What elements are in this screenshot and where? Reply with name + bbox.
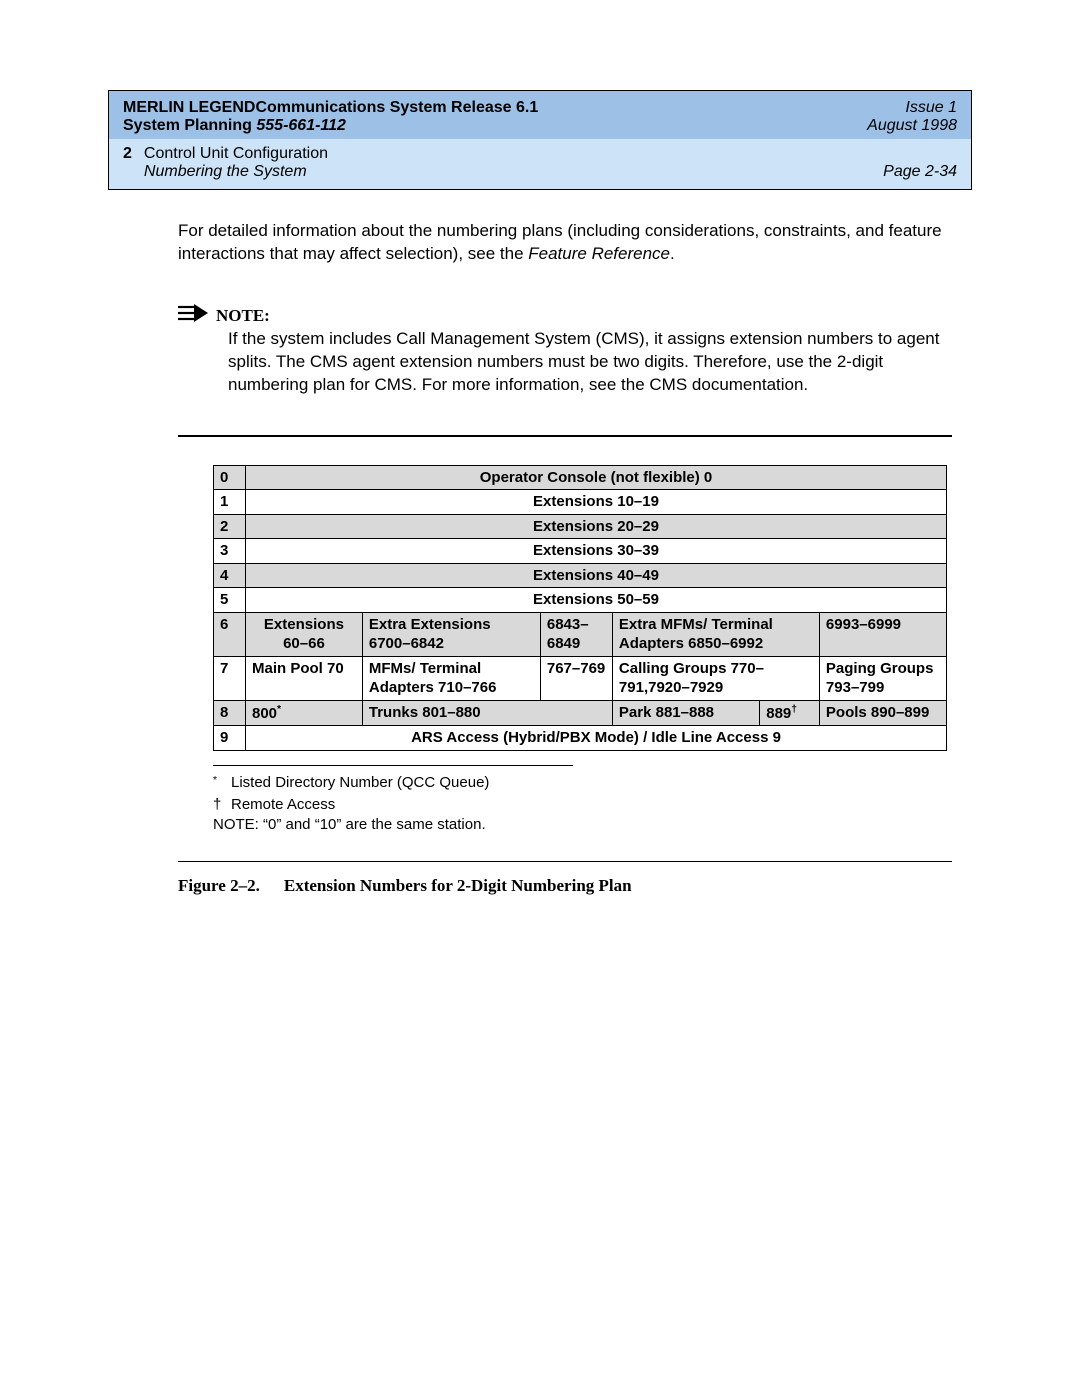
row-desc: Operator Console (not flexible) 0 xyxy=(246,465,947,490)
header-row-2: 2 Control Unit Configuration Numbering t… xyxy=(109,139,971,189)
row-num: 7 xyxy=(214,656,246,700)
page-number: Page 2-34 xyxy=(883,163,957,181)
table-row: 0 Operator Console (not flexible) 0 xyxy=(214,465,947,490)
chapter-number: 2 xyxy=(123,145,132,181)
header-issue: Issue 1 xyxy=(867,99,957,117)
row-desc: Extensions 50–59 xyxy=(246,588,947,613)
page-header-box: MERLIN LEGENDCommunications System Relea… xyxy=(108,90,972,190)
header-title-rest: Communications System Release 6.1 xyxy=(255,99,538,116)
footnote-note: NOTE: “0” and “10” are the same station. xyxy=(213,816,952,833)
header-subtitle: System Planning xyxy=(123,117,252,134)
divider-above-table xyxy=(178,435,952,437)
cell: Paging Groups 793–799 xyxy=(819,656,946,700)
row-num: 0 xyxy=(214,465,246,490)
table-row: 3 Extensions 30–39 xyxy=(214,539,947,564)
intro-text-after: . xyxy=(670,244,675,263)
footnote-text: Listed Directory Number (QCC Queue) xyxy=(231,774,489,791)
cell: 6993–6999 xyxy=(819,612,946,656)
footnote-sym: * xyxy=(213,774,217,786)
row-num: 5 xyxy=(214,588,246,613)
row-desc: Extensions 40–49 xyxy=(246,563,947,588)
row-num: 2 xyxy=(214,514,246,539)
chapter-subtitle: Numbering the System xyxy=(144,163,328,181)
extension-table: 0 Operator Console (not flexible) 0 1 Ex… xyxy=(213,465,947,751)
figure-title: Extension Numbers for 2-Digit Numbering … xyxy=(284,876,632,895)
header-docnum: 555-661-112 xyxy=(252,117,346,134)
cell: Pools 890–899 xyxy=(819,700,946,726)
figure-caption: Figure 2–2. Extension Numbers for 2-Digit… xyxy=(178,876,952,896)
header-row-1: MERLIN LEGENDCommunications System Relea… xyxy=(109,91,971,139)
table-row: 8 800* Trunks 801–880 Park 881–888 889† … xyxy=(214,700,947,726)
divider-above-caption xyxy=(178,861,952,862)
header-title-bold: MERLIN LEGEND xyxy=(123,99,255,116)
row-num: 8 xyxy=(214,700,246,726)
figure-label: Figure 2–2. xyxy=(178,876,260,895)
cell: 889† xyxy=(760,701,819,726)
intro-reference: Feature Reference xyxy=(528,244,670,263)
cell: Extra MFMs/ Terminal Adapters 6850–6992 xyxy=(612,612,819,656)
header-date: August 1998 xyxy=(867,117,957,135)
row-desc: Extensions 30–39 xyxy=(246,539,947,564)
table-row: 1 Extensions 10–19 xyxy=(214,490,947,515)
note-arrow-icon xyxy=(178,304,208,328)
note-section: NOTE: If the system includes Call Manage… xyxy=(178,304,952,397)
intro-paragraph: For detailed information about the numbe… xyxy=(178,220,952,266)
cell: 767–769 xyxy=(540,656,612,700)
table-row: 6 Extensions 60–66 Extra Extensions 6700… xyxy=(214,612,947,656)
footnote-text: Remote Access xyxy=(231,796,335,813)
footnote-sym: † xyxy=(213,796,231,813)
row-num: 3 xyxy=(214,539,246,564)
cell: MFMs/ Terminal Adapters 710–766 xyxy=(362,656,540,700)
cell: 800* xyxy=(246,700,363,726)
cell: Main Pool 70 xyxy=(246,656,363,700)
table-row: 9 ARS Access (Hybrid/PBX Mode) / Idle Li… xyxy=(214,726,947,751)
note-label: NOTE: xyxy=(216,306,270,326)
table-row: 5 Extensions 50–59 xyxy=(214,588,947,613)
page: MERLIN LEGENDCommunications System Relea… xyxy=(0,0,1080,896)
cell: Extra Extensions 6700–6842 xyxy=(362,612,540,656)
cell: Extensions 60–66 xyxy=(246,612,363,656)
cell: Park 881–888 xyxy=(613,701,760,726)
body-content: For detailed information about the numbe… xyxy=(178,220,952,896)
row-num: 1 xyxy=(214,490,246,515)
footnote-rule xyxy=(213,765,573,766)
table-row: 2 Extensions 20–29 xyxy=(214,514,947,539)
row-num: 4 xyxy=(214,563,246,588)
footnotes: * Listed Directory Number (QCC Queue) †Re… xyxy=(213,765,952,833)
table-row: 7 Main Pool 70 MFMs/ Terminal Adapters 7… xyxy=(214,656,947,700)
table-row: 4 Extensions 40–49 xyxy=(214,563,947,588)
row-num: 6 xyxy=(214,612,246,656)
row-desc: ARS Access (Hybrid/PBX Mode) / Idle Line… xyxy=(246,726,947,751)
cell: Park 881–888 889† xyxy=(612,700,819,726)
cell: Calling Groups 770–791,7920–7929 xyxy=(612,656,819,700)
row-desc: Extensions 20–29 xyxy=(246,514,947,539)
cell: Trunks 801–880 xyxy=(362,700,612,726)
chapter-title: Control Unit Configuration xyxy=(144,145,328,163)
cell: 6843–6849 xyxy=(540,612,612,656)
row-desc: Extensions 10–19 xyxy=(246,490,947,515)
row-num: 9 xyxy=(214,726,246,751)
note-text: If the system includes Call Management S… xyxy=(228,328,952,397)
extension-table-wrap: 0 Operator Console (not flexible) 0 1 Ex… xyxy=(213,465,947,751)
